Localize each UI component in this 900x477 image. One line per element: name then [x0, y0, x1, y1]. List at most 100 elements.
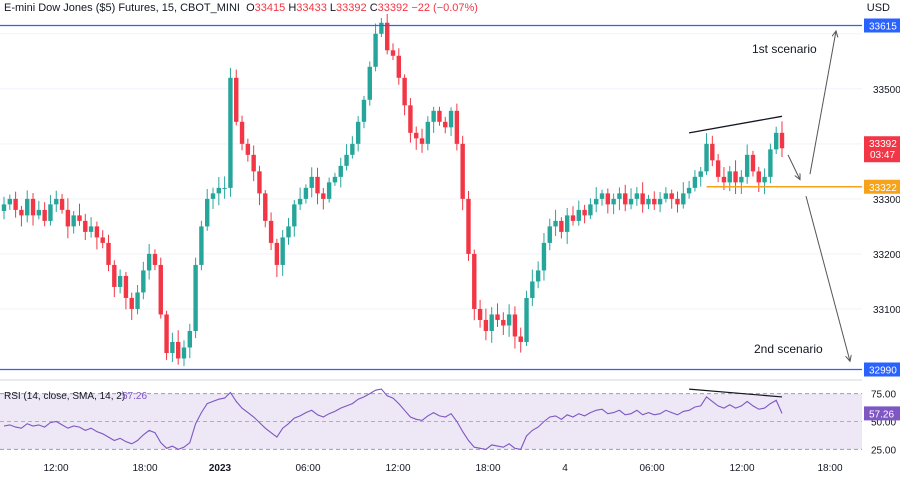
candle	[77, 203, 82, 226]
candle-body	[210, 193, 216, 199]
level-tag-value: 33322	[869, 183, 897, 194]
candle	[384, 13, 390, 55]
candle-body	[431, 110, 436, 122]
candle-body	[257, 171, 262, 194]
time-tick-label: 06:00	[639, 463, 664, 474]
time-tick-label: 12:00	[43, 463, 68, 474]
candle	[83, 213, 88, 241]
candle	[94, 221, 100, 250]
candle	[170, 332, 175, 362]
candle	[396, 48, 402, 85]
candle-body	[216, 187, 222, 194]
candle	[408, 98, 413, 143]
candle-body	[251, 154, 256, 172]
candle-body	[501, 319, 506, 326]
candle-body	[518, 336, 523, 342]
level-tag-box	[864, 179, 900, 194]
candle-body	[443, 121, 448, 128]
candle-body	[117, 275, 123, 287]
rsi-pane: 25.00 50.00 75.00 RSI (14, close, SMA, 14, …	[0, 388, 900, 456]
candle	[506, 304, 512, 337]
candle	[686, 181, 692, 199]
candle	[704, 133, 709, 175]
candle	[773, 126, 779, 155]
candle	[390, 43, 396, 61]
candle	[280, 230, 285, 276]
candle	[205, 189, 210, 231]
candle-body	[30, 198, 36, 216]
candle	[373, 23, 378, 72]
candle	[222, 176, 227, 199]
candle-body	[367, 66, 372, 100]
candle	[535, 261, 541, 289]
level-tag: 32990	[864, 362, 900, 377]
candle	[344, 144, 349, 171]
candle	[657, 192, 663, 213]
candle-body	[541, 242, 547, 271]
price-tick-label: 33500	[873, 85, 900, 96]
candle-body	[100, 237, 105, 243]
candle	[187, 323, 192, 359]
candle-body	[187, 330, 192, 348]
candle	[570, 206, 576, 226]
candle	[164, 310, 169, 360]
candle-body	[71, 215, 76, 227]
candle-body	[158, 264, 163, 315]
candle-body	[88, 226, 94, 232]
candle	[756, 166, 761, 193]
candle	[582, 204, 587, 224]
candle	[228, 67, 233, 197]
candle-body	[663, 193, 669, 199]
candle	[48, 195, 53, 226]
candle	[692, 170, 698, 192]
candle-body	[710, 143, 715, 161]
candle-body	[640, 193, 645, 205]
price-tick-label: 33300	[873, 195, 900, 206]
candle-body	[605, 193, 611, 205]
candle	[13, 191, 18, 218]
candle	[59, 194, 65, 214]
open-value: 33415	[254, 2, 286, 14]
candle-body	[425, 121, 431, 144]
candle-body	[146, 253, 152, 271]
candle-body	[727, 171, 732, 183]
candle-body	[303, 187, 309, 199]
chart-legend: E-mini Dow Jones ($5) Futures, 15, CBOT_…	[4, 2, 478, 14]
candle-body	[657, 198, 663, 205]
candle-body	[692, 176, 698, 188]
time-tick-label: 12:00	[385, 463, 410, 474]
candle-body	[297, 198, 303, 205]
candle-body	[25, 198, 30, 216]
candle	[199, 220, 204, 271]
symbol-title: E-mini Dow Jones ($5) Futures, 15, CBOT_…	[4, 2, 240, 14]
candle-body	[181, 347, 187, 359]
candle-body	[466, 198, 471, 254]
candle-body	[280, 237, 285, 265]
candle-body	[228, 77, 233, 188]
candle	[605, 188, 611, 214]
candle	[321, 188, 326, 210]
candle-body	[512, 314, 518, 337]
candle-body	[524, 297, 529, 342]
candle	[576, 200, 581, 226]
candle-body	[773, 132, 779, 150]
candle	[239, 115, 245, 151]
candle	[106, 234, 111, 272]
candle-body	[408, 105, 413, 133]
candle	[553, 209, 558, 237]
candle-body	[19, 209, 24, 216]
candle	[489, 307, 494, 343]
candle-body	[390, 50, 396, 56]
candle	[477, 299, 483, 328]
change-value: −22 (−0.07%)	[411, 2, 478, 14]
candle-body	[141, 270, 146, 293]
candle	[559, 217, 564, 239]
candle-body	[379, 22, 384, 34]
candles	[1, 13, 785, 367]
candle	[512, 306, 518, 349]
candle-body	[42, 209, 47, 221]
candle	[472, 249, 477, 321]
candle-body	[715, 160, 721, 177]
